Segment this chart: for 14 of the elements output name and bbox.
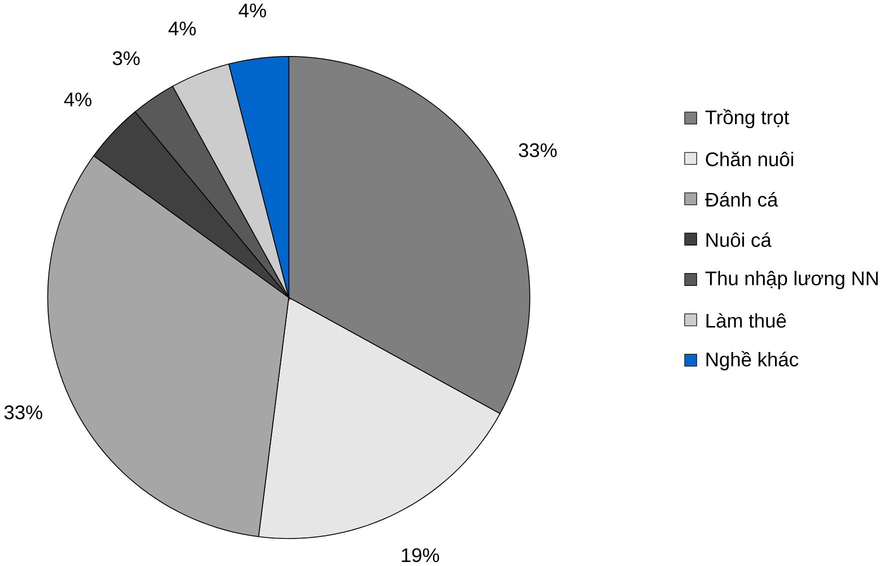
legend-label: Trồng trọt xyxy=(705,109,790,128)
legend-label: Đánh cá xyxy=(705,192,778,207)
legend-label: Chăn nuôi xyxy=(706,152,794,166)
data-label: 3% xyxy=(112,51,140,66)
data-label: 19% xyxy=(402,548,440,562)
data-label: 33% xyxy=(4,406,42,420)
legend-label: Làm thuê xyxy=(706,313,786,328)
data-label: 4% xyxy=(168,22,196,36)
legend-label: Nuôi cá xyxy=(706,232,772,248)
legend-label: Thu nhập lương NN xyxy=(705,270,878,290)
data-label: 4% xyxy=(64,92,92,106)
legend-label: Nghề khác xyxy=(706,351,798,370)
data-label: 33% xyxy=(518,143,557,158)
data-label: 4% xyxy=(238,4,266,18)
